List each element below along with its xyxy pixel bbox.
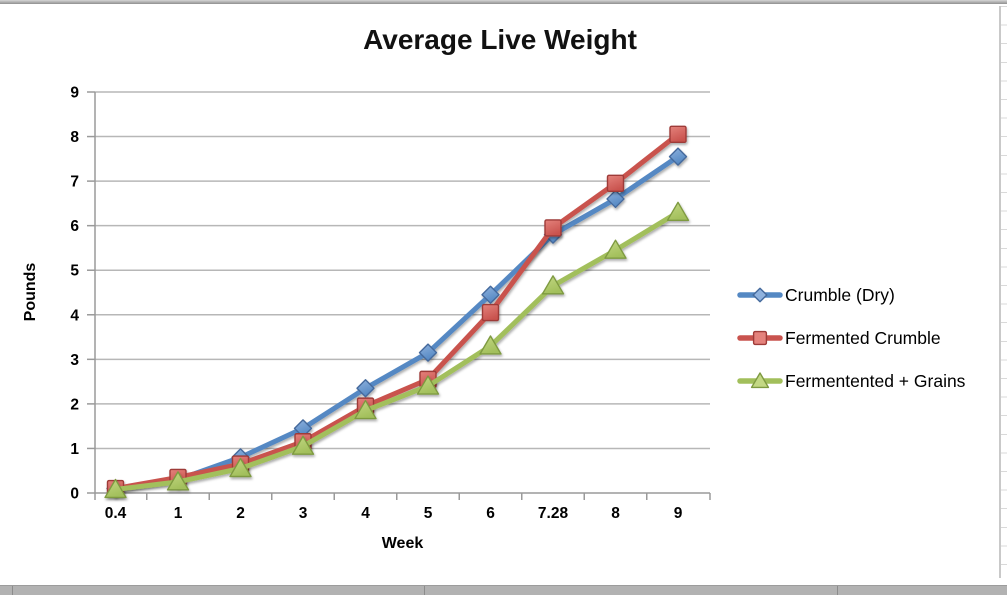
chart-title: Average Live Weight bbox=[363, 24, 637, 55]
cell-divider bbox=[837, 586, 838, 595]
svg-text:4: 4 bbox=[361, 505, 370, 522]
svg-text:9: 9 bbox=[674, 505, 683, 522]
svg-text:8: 8 bbox=[611, 505, 620, 522]
x-axis-title: Week bbox=[381, 535, 424, 552]
svg-text:2: 2 bbox=[70, 396, 79, 413]
svg-text:9: 9 bbox=[70, 85, 79, 102]
svg-text:6: 6 bbox=[486, 505, 495, 522]
chart-legend: Crumble (Dry) Fermented Crumble Fermente… bbox=[737, 280, 965, 396]
svg-text:0: 0 bbox=[70, 486, 79, 503]
svg-text:1: 1 bbox=[174, 505, 183, 522]
legend-line-marker-icon bbox=[737, 372, 783, 389]
spreadsheet-right-gridlines bbox=[999, 6, 1007, 578]
legend-label: Crumble (Dry) bbox=[785, 284, 895, 305]
svg-text:3: 3 bbox=[70, 352, 79, 369]
legend-line-marker-icon bbox=[737, 287, 783, 303]
legend-entry-fermented-grains: Fermentented + Grains bbox=[737, 366, 965, 396]
svg-text:8: 8 bbox=[70, 129, 79, 146]
cell-divider bbox=[424, 586, 425, 595]
svg-text:6: 6 bbox=[70, 218, 79, 235]
window-top-edge bbox=[0, 0, 1007, 4]
svg-text:2: 2 bbox=[236, 505, 245, 522]
svg-text:0.4: 0.4 bbox=[105, 505, 127, 522]
svg-text:4: 4 bbox=[70, 307, 79, 324]
legend-label: Fermentented + Grains bbox=[785, 370, 966, 391]
svg-text:7.28: 7.28 bbox=[538, 505, 569, 522]
legend-label: Fermented Crumble bbox=[785, 327, 941, 348]
legend-entry-crumble-dry: Crumble (Dry) bbox=[737, 280, 965, 310]
svg-text:7: 7 bbox=[70, 174, 79, 191]
svg-text:5: 5 bbox=[424, 505, 433, 522]
legend-entry-fermented-crumble: Fermented Crumble bbox=[737, 323, 965, 353]
cell-divider bbox=[12, 586, 13, 595]
spreadsheet-bottom-edge bbox=[0, 585, 1007, 595]
svg-text:5: 5 bbox=[70, 263, 79, 280]
svg-text:3: 3 bbox=[299, 505, 308, 522]
svg-text:1: 1 bbox=[70, 441, 79, 458]
legend-line-marker-icon bbox=[737, 330, 783, 346]
